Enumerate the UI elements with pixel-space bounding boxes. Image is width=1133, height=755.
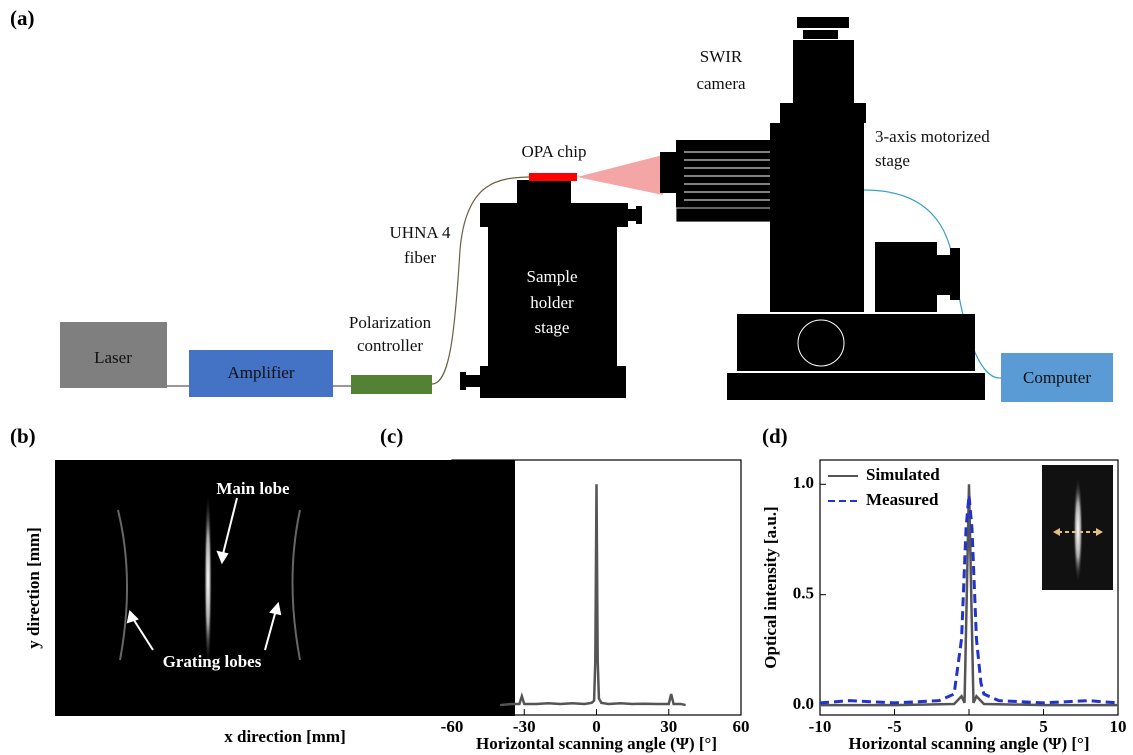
node-label: camera [696,74,746,93]
setup-diagram: Laser Amplifier Polarization controller … [60,17,1113,402]
node-label: 3-axis motorized [875,127,990,146]
y-tick-label: 0.0 [793,694,814,713]
node-label: Computer [1023,368,1091,387]
inset-image [1042,465,1113,590]
x-tick-label: 0 [965,717,974,736]
legend-label: Measured [866,490,939,509]
y-axis-label: y direction [mm] [24,527,43,649]
x-tick-label: 60 [733,717,750,736]
x-tick-label: -60 [441,717,464,736]
panel-label: (c) [380,424,403,448]
x-tick-label: 10 [1110,717,1127,736]
annotation: Grating lobes [163,652,262,671]
node-label: fiber [404,248,436,267]
x-tick-label: 30 [660,717,677,736]
x-tick-label: -5 [887,717,901,736]
data-line [500,484,686,707]
x-tick-label: -10 [809,717,832,736]
node-label: stage [875,151,910,170]
y-axis-label: Optical intensity [a.u.] [393,506,412,668]
panel-label: (d) [762,424,788,448]
node-label: Polarization [349,313,432,332]
node-label: UHNA 4 [390,223,451,242]
camera-image: Main lobe Grating lobes x direction [mm]… [24,460,515,746]
x-axis-label: x direction [mm] [224,727,346,746]
node-label: OPA chip [521,142,586,161]
legend-label: Simulated [866,465,940,484]
node-label: Laser [94,348,132,367]
x-tick-label: 5 [1039,717,1048,736]
y-tick-label: 0.5 [793,584,814,603]
y-tick-label: 0.5 [425,584,446,603]
node-label: Sample [527,267,578,286]
data-line [819,495,1119,705]
y-tick-label: 0.0 [425,694,446,713]
panel-label: (b) [10,424,36,448]
y-tick-label: 1.0 [793,473,814,492]
data-line [820,484,1118,707]
node-label: stage [535,318,570,337]
x-axis-label: Horizontal scanning angle (Ψ) [°] [848,734,1089,753]
y-tick-label: 1.0 [425,473,446,492]
x-tick-label: 0 [592,717,601,736]
node-label: controller [357,336,423,355]
node-label: SWIR [700,47,743,66]
node-label: holder [530,293,574,312]
y-axis-label: Optical intensity [a.u.] [761,506,780,668]
x-axis-label: Horizontal scanning angle (Ψ) [°] [476,734,717,753]
annotation: Main lobe [216,479,290,498]
x-tick-label: -30 [513,717,536,736]
node-label: Amplifier [227,363,294,382]
panel-label: (a) [10,6,35,30]
